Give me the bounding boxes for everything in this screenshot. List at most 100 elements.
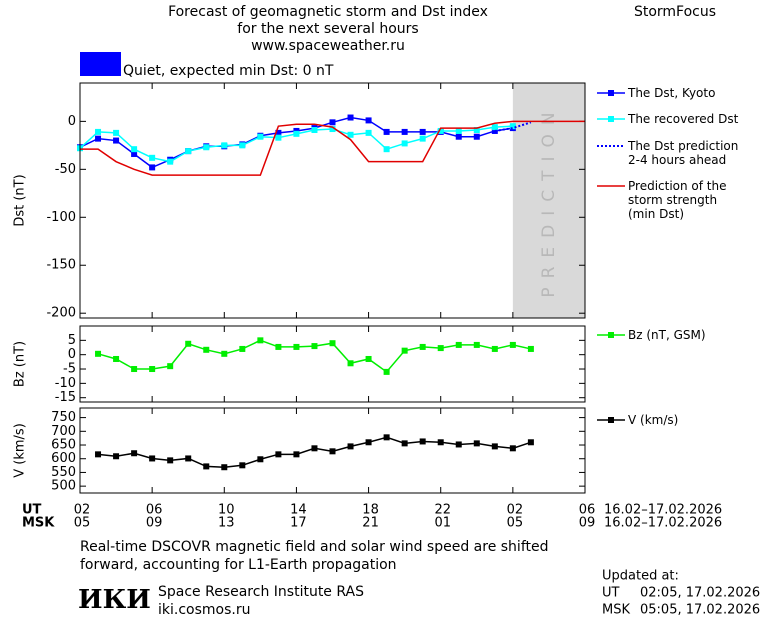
x-tick-label: 14 <box>290 503 307 518</box>
note: forward, accounting for L1-Earth propaga… <box>80 557 397 573</box>
updated-time: 02:05, 17.02.2026 <box>640 586 760 601</box>
app-name: StormFocus <box>634 4 716 20</box>
data-point <box>113 137 120 144</box>
data-point <box>509 123 516 130</box>
data-point <box>419 135 426 142</box>
data-point <box>311 343 318 350</box>
data-point <box>491 345 498 352</box>
plot-frame <box>79 82 586 319</box>
data-point <box>401 140 408 147</box>
data-point <box>167 158 174 165</box>
data-point <box>257 456 264 463</box>
data-point <box>131 150 138 157</box>
x-tick-label: 21 <box>362 516 379 531</box>
data-point <box>275 451 282 458</box>
data-point <box>419 343 426 350</box>
data-point <box>221 142 228 149</box>
x-tick-label: 05 <box>507 516 524 531</box>
data-point <box>239 345 246 352</box>
x-tick-label: 17 <box>290 516 307 531</box>
data-point <box>419 438 426 445</box>
data-point <box>167 363 174 370</box>
data-point <box>239 142 246 149</box>
data-point <box>401 128 408 135</box>
y-tick-label: -15 <box>55 390 76 405</box>
data-point <box>491 124 498 131</box>
data-point <box>203 346 210 353</box>
data-point <box>329 119 336 126</box>
x-tick-label: 01 <box>434 516 451 531</box>
legend-marker <box>608 116 614 122</box>
site: iki.cosmos.ru <box>158 602 250 618</box>
note: Real-time DSCOVR magnetic field and sola… <box>80 539 549 555</box>
y-tick-label: -100 <box>46 210 76 225</box>
updated-label: Updated at: <box>602 569 679 584</box>
y-axis-label: Dst (nT) <box>13 174 28 226</box>
data-point <box>473 127 480 133</box>
data-point <box>383 434 390 441</box>
data-point <box>383 368 390 375</box>
data-point <box>473 341 480 348</box>
data-point <box>257 337 264 344</box>
updated-time: 05:05, 17.02.2026 <box>640 603 760 618</box>
legend-label: V (km/s) <box>628 413 679 427</box>
prediction-zone <box>512 83 585 318</box>
data-point <box>293 343 300 350</box>
data-point <box>275 129 282 136</box>
series-line <box>79 116 513 169</box>
y-axis-label: V (km/s) <box>13 423 28 478</box>
data-point <box>113 453 120 460</box>
y-tick-label: 700 <box>51 424 76 439</box>
series-line <box>97 436 532 468</box>
data-point <box>329 448 336 455</box>
y-tick-label: 5 <box>68 333 76 348</box>
data-point <box>329 340 336 347</box>
data-point <box>149 154 156 161</box>
x-tick-label: 09 <box>146 516 163 531</box>
title: Forecast of geomagnetic storm and Dst in… <box>168 4 488 20</box>
data-point <box>347 443 354 450</box>
data-point <box>329 126 336 133</box>
data-point <box>149 164 156 171</box>
data-point <box>509 445 516 452</box>
x-tick-label: 06 <box>579 503 596 518</box>
x-tick-label: 06 <box>146 503 163 518</box>
updated-zone: MSK <box>602 603 630 618</box>
y-tick-label: -50 <box>55 162 76 177</box>
data-point <box>311 445 318 452</box>
y-tick-label: -10 <box>55 376 76 391</box>
data-point <box>203 463 210 470</box>
data-point <box>293 130 300 137</box>
data-point <box>167 457 174 464</box>
y-tick-label: 750 <box>51 410 76 425</box>
data-point <box>95 451 102 458</box>
data-point <box>455 341 462 348</box>
data-point <box>473 440 480 447</box>
data-point <box>95 135 102 142</box>
x-tick-label: 02 <box>507 503 524 518</box>
data-point <box>491 443 498 450</box>
data-point <box>437 345 444 352</box>
subtitle: for the next several hours <box>237 21 418 37</box>
y-tick-label: 650 <box>51 438 76 453</box>
plot-frame <box>79 325 586 403</box>
data-point <box>311 127 318 133</box>
data-point <box>347 114 354 121</box>
y-axis-label: Bz (nT) <box>13 341 28 387</box>
data-point <box>203 144 210 151</box>
data-point <box>239 462 246 469</box>
legend-label: Prediction of the storm strength (min Ds… <box>628 179 727 221</box>
y-tick-label: 550 <box>51 465 76 480</box>
x-tick-label: 05 <box>74 516 91 531</box>
data-point <box>149 366 156 373</box>
legend-marker <box>608 332 614 338</box>
y-tick-label: -5 <box>63 362 76 377</box>
data-point <box>383 146 390 153</box>
y-tick-label: -200 <box>46 306 76 321</box>
data-point <box>365 439 372 446</box>
data-point <box>185 340 192 347</box>
x-tick-label: 09 <box>579 516 596 531</box>
data-point <box>221 464 228 471</box>
